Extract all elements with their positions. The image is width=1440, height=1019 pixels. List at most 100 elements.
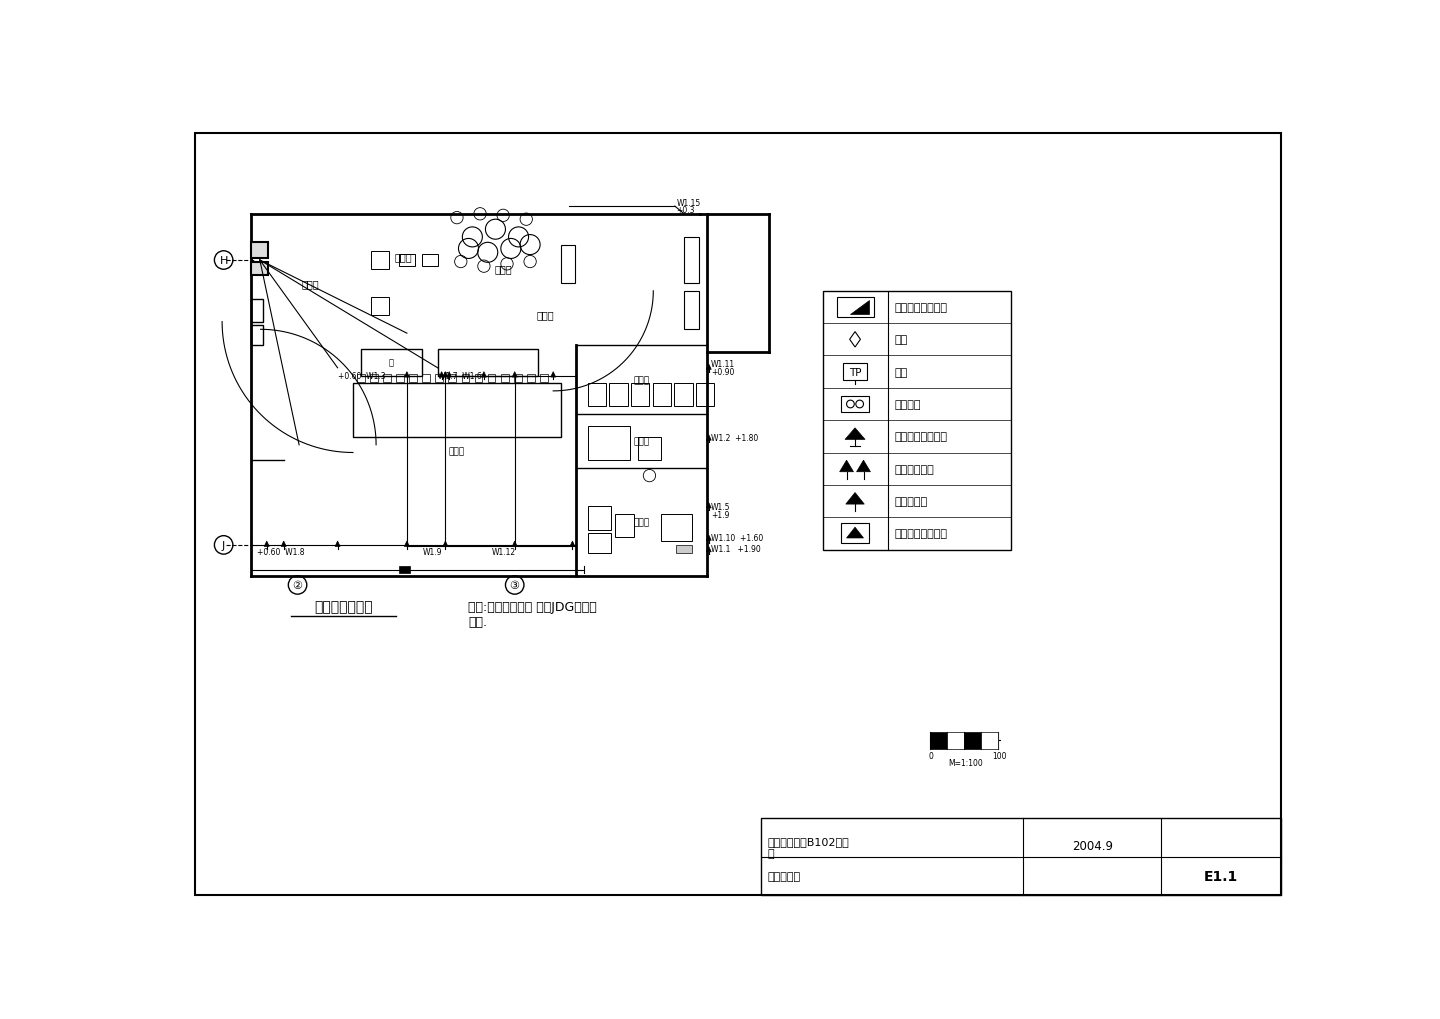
Polygon shape — [840, 461, 854, 472]
Polygon shape — [281, 541, 287, 547]
Text: M=1:100: M=1:100 — [948, 758, 982, 767]
Bar — [965, 733, 981, 749]
Bar — [399, 567, 410, 573]
Bar — [696, 384, 714, 407]
Bar — [422, 255, 438, 267]
Bar — [930, 733, 948, 749]
Bar — [841, 396, 868, 413]
Polygon shape — [513, 541, 517, 547]
Polygon shape — [265, 541, 269, 547]
Polygon shape — [550, 372, 556, 378]
Text: +0.90: +0.90 — [711, 368, 734, 377]
Text: 柜: 柜 — [389, 358, 395, 367]
Bar — [837, 298, 874, 318]
Bar — [448, 375, 456, 382]
Polygon shape — [444, 541, 448, 547]
Polygon shape — [481, 372, 487, 378]
Text: 带板覆盖插座地板: 带板覆盖插座地板 — [894, 529, 948, 539]
Text: J: J — [222, 540, 225, 550]
Text: W1.11: W1.11 — [711, 360, 736, 369]
Bar — [631, 384, 649, 407]
Text: +0.3: +0.3 — [677, 206, 696, 215]
Bar — [540, 375, 547, 382]
Text: W1.10  +1.60: W1.10 +1.60 — [711, 533, 763, 542]
Text: W1.9: W1.9 — [422, 547, 442, 556]
Text: W1.15: W1.15 — [677, 199, 701, 208]
Bar — [409, 375, 418, 382]
Bar — [652, 384, 671, 407]
Bar — [252, 243, 268, 259]
Bar — [638, 438, 661, 461]
Text: E1.1: E1.1 — [1204, 869, 1238, 883]
Polygon shape — [706, 547, 711, 552]
Polygon shape — [706, 435, 711, 441]
Bar — [562, 246, 575, 284]
Bar — [353, 384, 562, 438]
Text: 0: 0 — [927, 751, 933, 760]
Bar — [462, 375, 469, 382]
Text: 数设.: 数设. — [468, 615, 488, 629]
Text: W1.5: W1.5 — [711, 502, 730, 512]
Polygon shape — [845, 428, 865, 440]
Polygon shape — [336, 541, 340, 547]
Bar — [422, 375, 431, 382]
Bar — [360, 350, 422, 376]
Polygon shape — [857, 461, 870, 472]
Text: +1.9: +1.9 — [711, 511, 730, 519]
Text: 座位区: 座位区 — [494, 264, 513, 273]
Bar — [357, 375, 364, 382]
Text: 插座线路平面图: 插座线路平面图 — [314, 600, 373, 613]
Text: 程: 程 — [768, 848, 773, 858]
Polygon shape — [847, 528, 864, 538]
Text: W1.2  +1.80: W1.2 +1.80 — [711, 433, 759, 442]
Bar — [501, 375, 508, 382]
Bar — [588, 534, 611, 553]
Bar — [609, 384, 628, 407]
Polygon shape — [706, 365, 711, 370]
Bar — [399, 255, 415, 267]
Text: W1.12: W1.12 — [491, 547, 516, 556]
Bar — [588, 384, 606, 407]
Text: W1.7  W1.6: W1.7 W1.6 — [438, 372, 481, 381]
Text: 安全五孔插座: 安全五孔插座 — [894, 465, 935, 474]
Text: 星巴克新泰安B102店工: 星巴克新泰安B102店工 — [768, 837, 850, 847]
Text: 信息插口: 信息插口 — [894, 399, 920, 410]
Bar — [677, 545, 691, 553]
Polygon shape — [513, 372, 517, 378]
Text: W1.1   +1.90: W1.1 +1.90 — [711, 545, 760, 553]
Bar — [615, 515, 634, 538]
Bar — [370, 252, 389, 270]
Text: 插座线路图: 插座线路图 — [768, 871, 801, 881]
Text: 营业区: 营业区 — [449, 447, 465, 457]
Bar — [475, 375, 482, 382]
Polygon shape — [444, 372, 448, 378]
Text: +0.60  W1.3: +0.60 W1.3 — [337, 372, 386, 381]
Text: 100: 100 — [992, 751, 1007, 760]
Text: 说明:本系统的配线 采用JDG管暗埋: 说明:本系统的配线 采用JDG管暗埋 — [468, 600, 598, 613]
Text: 安全型插座: 安全型插座 — [894, 496, 927, 506]
Bar — [370, 298, 389, 316]
Bar — [674, 384, 693, 407]
Polygon shape — [845, 493, 864, 504]
Text: TP: TP — [848, 367, 861, 377]
Text: ③: ③ — [510, 581, 520, 590]
Polygon shape — [706, 503, 711, 508]
Text: 座位区: 座位区 — [395, 252, 412, 262]
Bar — [252, 300, 264, 322]
Text: 座位区: 座位区 — [302, 279, 320, 288]
Polygon shape — [439, 372, 444, 378]
Bar — [588, 426, 631, 461]
Text: 电话: 电话 — [894, 367, 907, 377]
Bar — [370, 375, 377, 382]
Bar — [948, 733, 965, 749]
Bar — [252, 262, 268, 276]
Polygon shape — [448, 372, 451, 378]
Polygon shape — [405, 541, 409, 547]
Text: ②: ② — [292, 581, 302, 590]
Bar — [514, 375, 521, 382]
Bar — [842, 364, 867, 381]
Text: 工作间: 工作间 — [634, 518, 649, 527]
Bar — [762, 818, 1280, 896]
Text: 防爆型动力配电箱: 防爆型动力配电箱 — [894, 303, 948, 313]
Bar — [981, 733, 998, 749]
